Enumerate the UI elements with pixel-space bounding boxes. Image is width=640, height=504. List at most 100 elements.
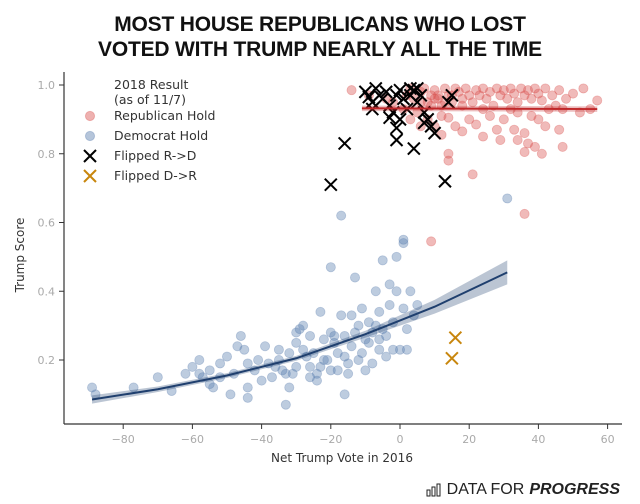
data-point-x-stroke-b [445, 351, 459, 365]
data-point [87, 382, 98, 393]
data-point [533, 88, 544, 99]
data-point [353, 320, 364, 331]
data-point [356, 348, 367, 359]
x-tick-label: −80 [112, 433, 135, 446]
data-point [339, 351, 350, 362]
data-point-x-stroke-b [427, 126, 442, 140]
data-point [540, 83, 551, 94]
x-tick-label: 20 [462, 433, 476, 446]
y-ticks: 0.2 0.4 0.6 0.8 1.0 [38, 79, 64, 367]
data-point [329, 330, 340, 341]
data-point [381, 351, 392, 362]
data-point-x-stroke-b [445, 88, 459, 103]
data-point [381, 330, 392, 341]
data-point [474, 90, 485, 101]
data-point [523, 85, 534, 96]
x-tick-label: 40 [531, 433, 545, 446]
data-point [280, 399, 291, 410]
data-point-x [420, 112, 435, 127]
data-point [339, 389, 350, 400]
data-point [443, 112, 454, 123]
fit-line [91, 271, 508, 401]
data-point [495, 134, 506, 145]
legend-entry: Flipped D->R [83, 168, 197, 183]
data-point-x [427, 126, 442, 140]
data-point [208, 382, 219, 393]
legend-entry: Republican Hold [84, 108, 215, 123]
data-point-x [369, 81, 383, 96]
x-tick-label: −20 [319, 433, 342, 446]
data-point [526, 93, 537, 104]
data-point [471, 119, 482, 130]
x-tick-label: 60 [601, 433, 615, 446]
data-point [398, 234, 409, 245]
data-point [298, 344, 309, 355]
data-point [346, 85, 357, 96]
legend-marker [83, 149, 97, 163]
fit-republican-hold-fit [361, 105, 598, 112]
data-point [484, 86, 495, 97]
data-point [370, 286, 381, 297]
data-point [242, 382, 253, 393]
data-point [374, 344, 385, 355]
data-point [533, 114, 544, 125]
data-point [332, 348, 343, 359]
x-tick-label: 0 [397, 433, 404, 446]
fit-lines [91, 105, 598, 404]
data-points [87, 81, 603, 410]
chart-title-line-2: VOTED WITH TRUMP NEARLY ALL THE TIME [98, 38, 542, 61]
data-point-x-stroke-b [424, 119, 438, 133]
data-point-x [407, 141, 421, 156]
data-point-x [403, 88, 418, 103]
data-point [426, 90, 437, 101]
series-flipped-d-r [445, 330, 463, 365]
data-point [194, 354, 205, 365]
data-point [401, 324, 412, 335]
data-point-x-stroke-b [362, 90, 376, 104]
data-point-x-stroke-b [382, 110, 397, 125]
data-point [336, 310, 347, 321]
data-point [495, 90, 506, 101]
data-point [318, 354, 329, 365]
data-point-x-stroke-b [393, 112, 407, 127]
data-point [315, 361, 326, 372]
data-point [467, 97, 478, 108]
data-point [266, 372, 277, 383]
data-point [502, 193, 513, 204]
data-point [225, 389, 236, 400]
data-point-x-stroke-b [396, 92, 411, 106]
data-point [311, 368, 322, 379]
data-point [529, 83, 540, 94]
data-point [478, 83, 489, 94]
data-point [498, 85, 509, 96]
y-tick-label: 0.2 [38, 354, 56, 367]
data-point-x-stroke-b [448, 330, 463, 345]
data-point [332, 365, 343, 376]
data-point [353, 354, 364, 365]
data-point [277, 365, 288, 376]
y-tick-label: 1.0 [38, 79, 56, 92]
data-point [464, 114, 475, 125]
data-point [343, 368, 354, 379]
data-point [322, 354, 333, 365]
legend-entry: Democrat Hold [84, 128, 208, 143]
data-point [294, 324, 305, 335]
data-point [540, 121, 551, 132]
data-point [412, 299, 423, 310]
data-point-x-stroke-b [358, 85, 373, 99]
data-point [242, 358, 253, 369]
data-point [578, 83, 589, 94]
data-point [204, 365, 215, 376]
data-point [502, 93, 513, 104]
data-point-x-stroke-b [337, 136, 352, 151]
data-point [325, 365, 336, 376]
data-point [318, 334, 329, 345]
data-point [512, 134, 523, 145]
legend-marker [84, 130, 96, 142]
data-point [457, 126, 468, 137]
x-ticks: −80 −60 −40 −20 0 20 40 60 [112, 424, 615, 446]
legend-marker-stroke-b [83, 149, 97, 163]
data-point [232, 341, 243, 352]
data-point [280, 368, 291, 379]
